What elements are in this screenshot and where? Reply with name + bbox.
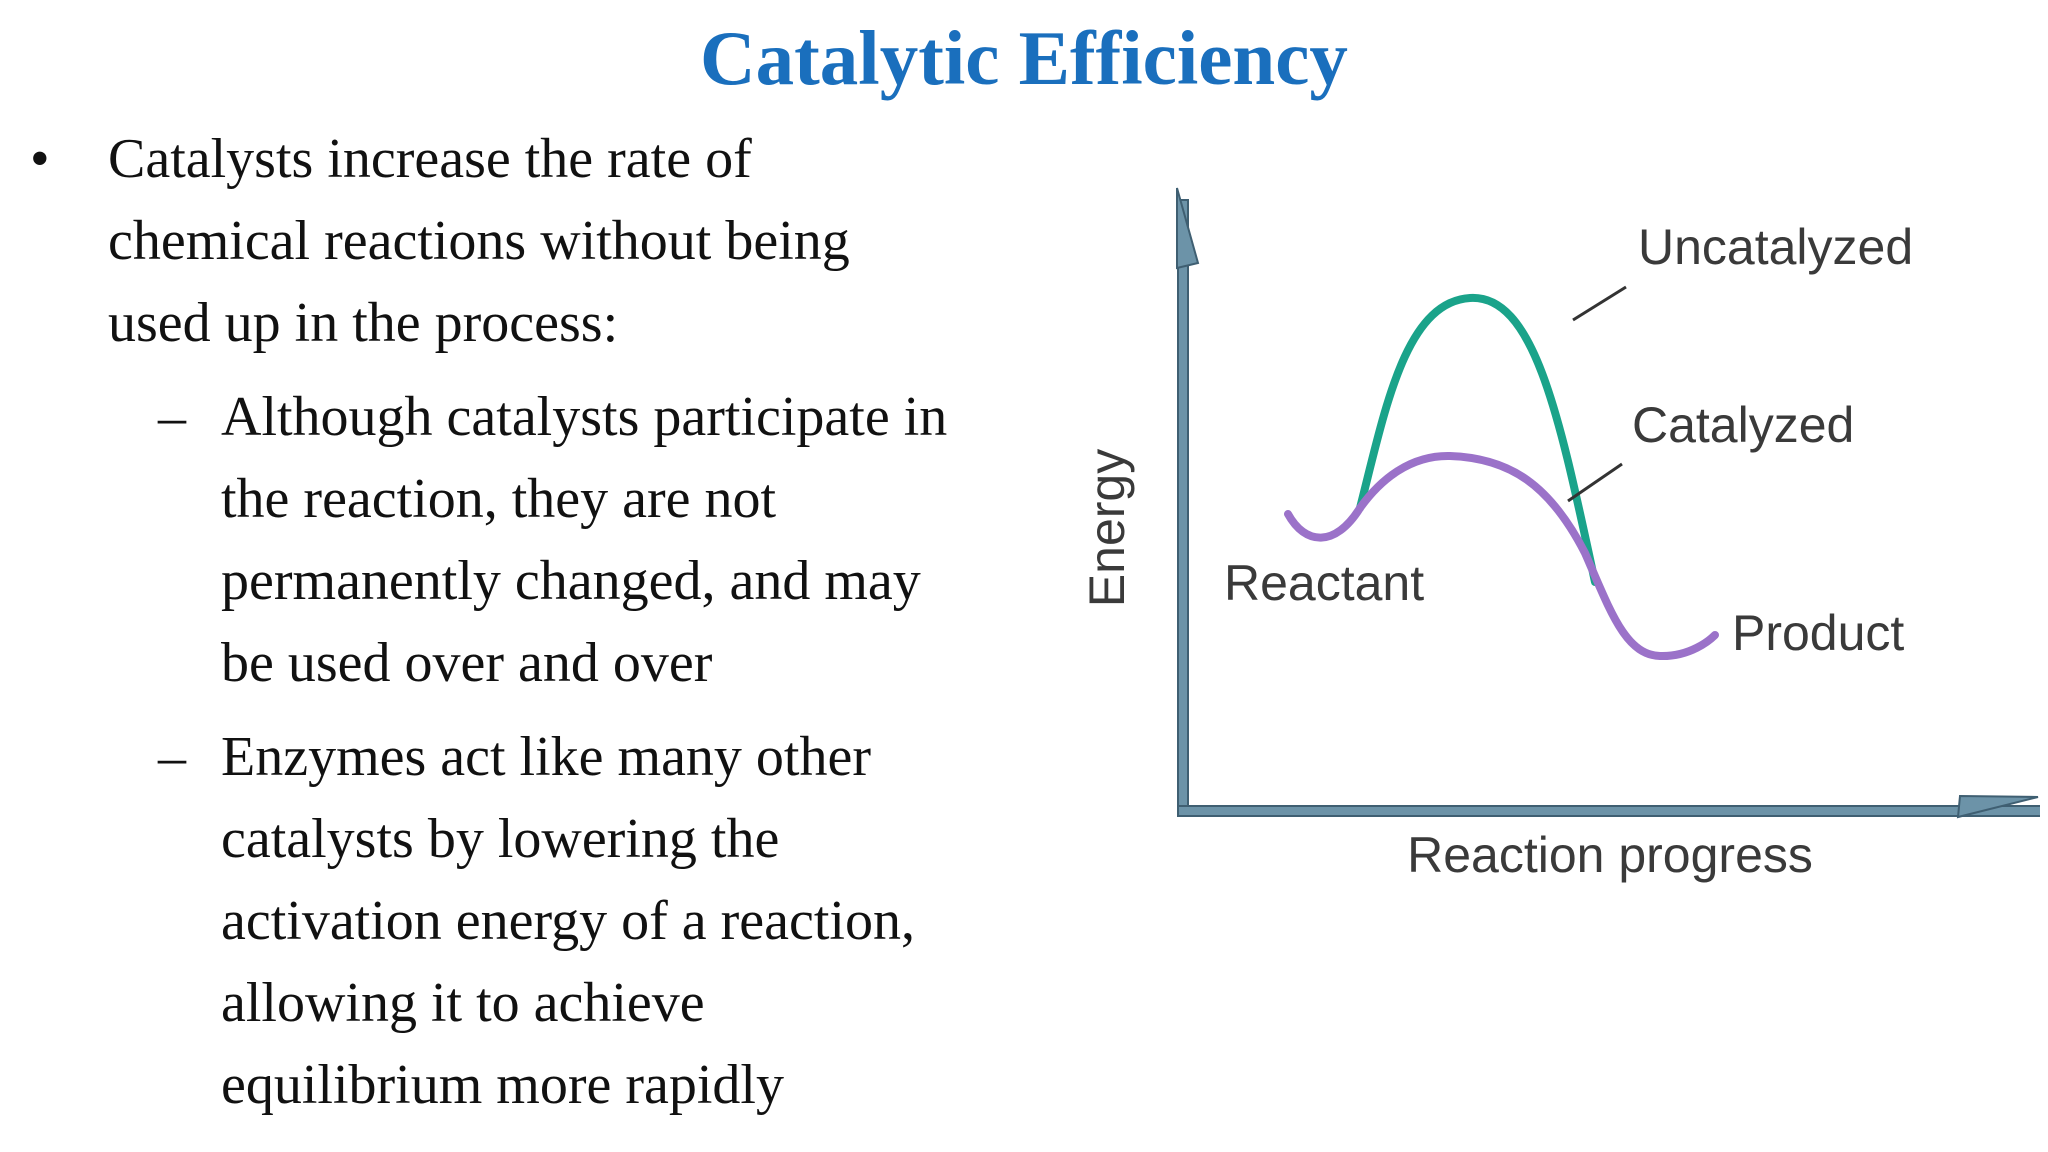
y-axis-arrow [1176, 187, 1200, 270]
subpoint-line: Enzymes act like many other [221, 726, 871, 788]
slide-title: Catalytic Efficiency [700, 15, 1348, 101]
subpoint-line: the reaction, they are not [221, 468, 777, 530]
subpoint-line: catalysts by lowering the [221, 808, 780, 870]
bullet-line: used up in the process: [108, 292, 619, 354]
subpoint-line: activation energy of a reaction, [221, 890, 915, 952]
bullet-line: chemical reactions without being [108, 210, 850, 272]
sub-marker: – [158, 386, 186, 448]
subpoint-item: – Enzymes act like many other catalysts … [30, 716, 1030, 1126]
y-axis-label: Energy [1080, 449, 1135, 607]
x-axis-arrow [1956, 794, 2039, 819]
uncatalyzed-label: Uncatalyzed [1638, 219, 1913, 275]
bullet-list: • Catalysts increase the rate of chemica… [30, 118, 1030, 1126]
subpoint-line: allowing it to achieve [221, 972, 705, 1034]
catalyzed-curve [1284, 451, 1719, 661]
subpoint-line: permanently changed, and may [221, 550, 921, 612]
bullet-marker: • [30, 128, 50, 190]
product-label: Product [1732, 605, 1904, 661]
catalyzed-label: Catalyzed [1632, 397, 1854, 453]
energy-diagram: Uncatalyzed Catalyzed Reactant Product R… [1080, 180, 2040, 920]
uncatalyzed-curve [1356, 293, 1599, 586]
subpoint-line: Although catalysts participate in [221, 386, 948, 448]
sub-marker: – [158, 726, 186, 788]
reactant-label: Reactant [1224, 555, 1424, 611]
subpoint-item: – Although catalysts participate in the … [30, 376, 1030, 704]
catalyzed-leader-line [1567, 462, 1623, 503]
x-axis [1177, 805, 2040, 817]
uncatalyzed-leader-line [1572, 285, 1627, 322]
x-axis-label: Reaction progress [1407, 827, 1813, 883]
subpoint-line: be used over and over [221, 632, 713, 694]
subpoint-line: equilibrium more rapidly [221, 1054, 784, 1116]
diagram-axes [1176, 187, 2040, 819]
y-axis [1177, 199, 1189, 817]
bullet-line: Catalysts increase the rate of [108, 128, 752, 190]
bullet-item: • Catalysts increase the rate of chemica… [30, 118, 1030, 364]
energy-diagram-svg: Uncatalyzed Catalyzed Reactant Product R… [1080, 187, 2040, 883]
